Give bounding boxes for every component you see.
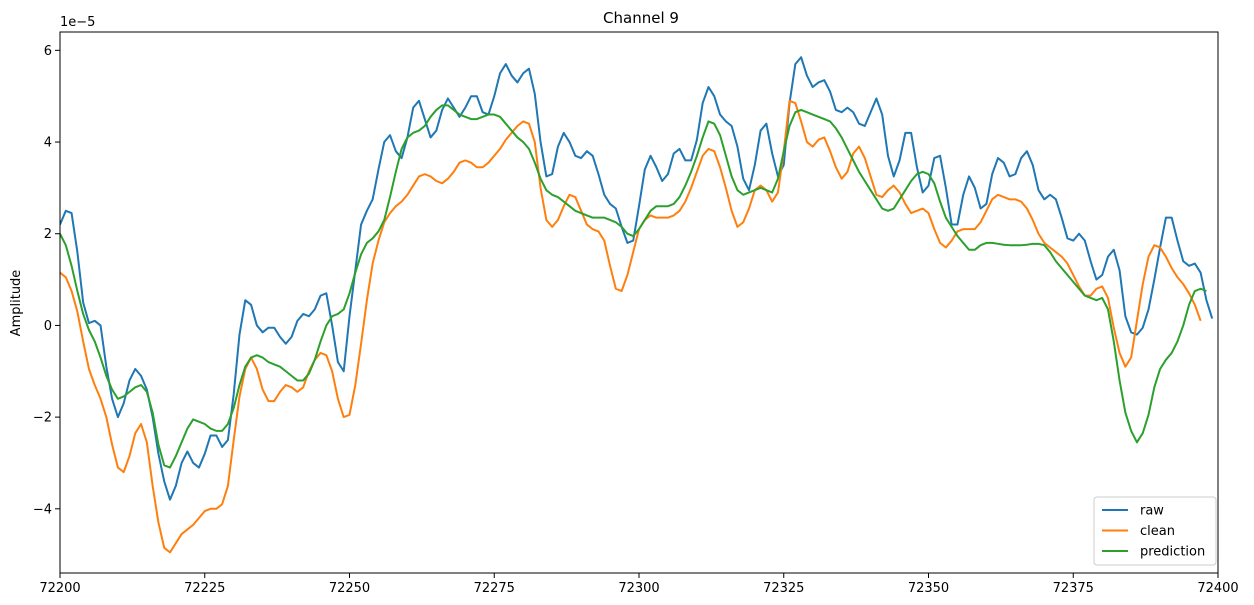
x-tick-label: 72225 <box>184 581 225 596</box>
x-tick-label: 72325 <box>763 581 804 596</box>
y-offset-text: 1e−5 <box>60 15 95 30</box>
plot-frame <box>59 31 1219 574</box>
series-line-raw <box>60 56 1214 501</box>
series-line-clean <box>60 99 1202 554</box>
x-tick-label: 72275 <box>474 581 515 596</box>
legend-label-clean: clean <box>1140 524 1175 539</box>
ticks-layer: 72200 72225 72250 72275 72300 72325 72350 72375… <box>33 44 1239 596</box>
x-tick-label: 72200 <box>39 581 80 596</box>
y-axis-label: Amplitude <box>9 270 24 337</box>
y-tick-label: −4 <box>33 502 52 517</box>
x-tick-label: 72400 <box>1197 581 1238 596</box>
chart-title: Channel 9 <box>603 9 679 27</box>
series-line-prediction <box>60 104 1207 469</box>
x-tick-label: 72375 <box>1053 581 1094 596</box>
x-tick-label: 72250 <box>329 581 370 596</box>
x-tick-label: 72350 <box>908 581 949 596</box>
legend-label-raw: raw <box>1140 504 1164 519</box>
y-tick-label: 6 <box>44 44 52 59</box>
legend: raw clean prediction <box>1093 496 1217 566</box>
legend-box <box>1093 496 1217 566</box>
series-layer <box>60 56 1214 554</box>
y-tick-label: 0 <box>44 319 52 334</box>
x-tick-label: 72300 <box>618 581 659 596</box>
legend-label-prediction: prediction <box>1140 545 1205 560</box>
y-tick-label: 2 <box>44 227 52 242</box>
y-tick-label: 4 <box>44 136 52 151</box>
y-tick-label: −2 <box>33 411 52 426</box>
